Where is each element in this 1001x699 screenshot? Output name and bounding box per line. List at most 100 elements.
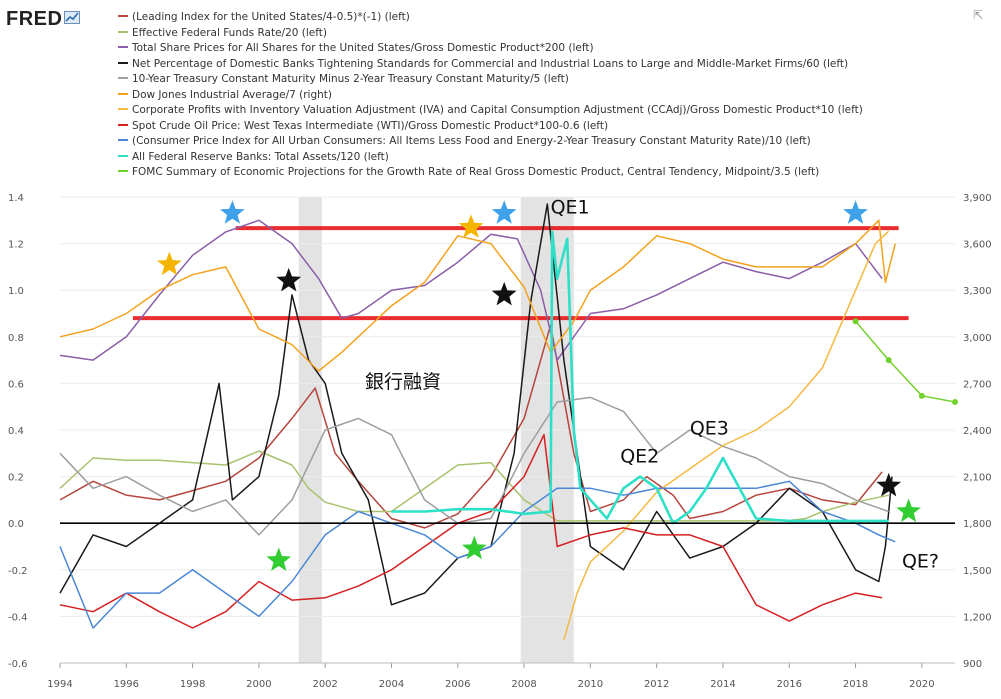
x-tick-label: 2002 xyxy=(312,679,337,690)
series-line xyxy=(59,324,883,529)
series-line xyxy=(59,219,883,361)
left-tick-label: 0.6 xyxy=(8,379,24,390)
left-tick-label: 1.2 xyxy=(8,240,24,251)
x-tick-label: 1994 xyxy=(47,679,72,690)
x-tick-label: 2006 xyxy=(445,679,470,690)
star-marker xyxy=(491,200,517,224)
left-tick-label: -0.6 xyxy=(8,659,28,670)
legend-label: Net Percentage of Domestic Banks Tighten… xyxy=(132,57,849,70)
x-tick-label: 1998 xyxy=(180,679,205,690)
legend-label: All Federal Reserve Banks: Total Assets/… xyxy=(132,150,389,163)
star-marker xyxy=(276,267,302,292)
x-tick-label: 2014 xyxy=(710,679,735,690)
x-tick-label: 2010 xyxy=(578,679,603,690)
right-tick-label: 3,600 xyxy=(963,240,992,251)
right-tick-label: 3,000 xyxy=(963,333,992,344)
series-line xyxy=(59,396,889,536)
fred-logo: FRED xyxy=(6,8,81,31)
star-marker xyxy=(157,251,182,276)
right-tick-label: 2,100 xyxy=(963,473,992,484)
right-tick-label: 3,900 xyxy=(963,193,992,204)
right-tick-label: 2,700 xyxy=(963,379,992,390)
star-marker xyxy=(896,498,921,523)
legend-swatch xyxy=(118,108,128,110)
legend-swatch xyxy=(118,170,128,172)
expand-icon[interactable]: ⇱ xyxy=(972,8,983,22)
series-line xyxy=(59,219,897,372)
chart-legend: (Leading Index for the United States/4-0… xyxy=(118,10,863,181)
legend-swatch xyxy=(118,77,128,79)
legend-entry[interactable]: (Consumer Price Index for All Urban Cons… xyxy=(118,134,863,150)
left-tick-label: -0.4 xyxy=(8,612,28,623)
right-tick-label: 3,300 xyxy=(963,286,992,297)
left-tick-label: 0.8 xyxy=(8,333,24,344)
legend-label: 10-Year Treasury Constant Maturity Minus… xyxy=(132,73,569,85)
x-tick-label: 2020 xyxy=(909,679,934,690)
star-marker xyxy=(843,200,868,224)
x-tick-label: 2008 xyxy=(511,679,536,690)
right-tick-label: 1,800 xyxy=(963,519,992,530)
legend-swatch xyxy=(118,139,128,141)
left-tick-label: 0.4 xyxy=(8,426,24,437)
series-point xyxy=(852,318,859,325)
legend-label: FOMC Summary of Economic Projections for… xyxy=(132,166,820,178)
legend-entry[interactable]: Dow Jones Industrial Average/7 (right) xyxy=(118,88,863,104)
right-tick-label: 900 xyxy=(963,659,982,670)
legend-swatch xyxy=(118,92,128,95)
legend-swatch xyxy=(118,61,128,64)
left-tick-label: 1.4 xyxy=(8,193,24,204)
series-line xyxy=(59,480,896,629)
right-tick-label: 2,400 xyxy=(963,426,992,437)
legend-swatch xyxy=(118,46,128,48)
legend-label: (Consumer Price Index for All Urban Cons… xyxy=(132,135,811,147)
legend-entry[interactable]: All Federal Reserve Banks: Total Assets/… xyxy=(118,150,863,166)
annotation-label: QE3 xyxy=(690,418,729,440)
star-marker xyxy=(876,472,902,497)
legend-label: Corporate Profits with Inventory Valuati… xyxy=(132,104,863,116)
legend-label: (Leading Index for the United States/4-0… xyxy=(132,11,410,23)
legend-swatch xyxy=(118,15,128,17)
legend-entry[interactable]: Net Percentage of Domestic Banks Tighten… xyxy=(118,57,863,73)
series-point xyxy=(952,399,958,406)
legend-entry[interactable]: 10-Year Treasury Constant Maturity Minus… xyxy=(118,72,863,88)
star-marker xyxy=(220,200,245,224)
left-tick-label: -0.2 xyxy=(8,566,28,577)
legend-label: Dow Jones Industrial Average/7 (right) xyxy=(132,88,332,101)
left-tick-label: 1.0 xyxy=(8,286,24,297)
legend-label: Spot Crude Oil Price: West Texas Interme… xyxy=(132,119,609,132)
legend-entry[interactable]: Total Share Prices for All Shares for th… xyxy=(118,41,863,57)
left-tick-label: 0.2 xyxy=(8,473,24,484)
star-marker xyxy=(458,214,484,238)
star-marker xyxy=(491,281,517,306)
legend-entry[interactable]: Corporate Profits with Inventory Valuati… xyxy=(118,103,863,119)
x-tick-label: 1996 xyxy=(114,679,139,690)
legend-swatch xyxy=(118,30,128,33)
star-marker xyxy=(266,547,292,571)
x-tick-label: 2000 xyxy=(246,679,271,690)
left-tick-label: 0.0 xyxy=(8,519,24,530)
series-line xyxy=(855,320,956,403)
legend-label: Effective Federal Funds Rate/20 (left) xyxy=(132,26,327,39)
annotation-label: QE? xyxy=(902,550,939,572)
x-tick-label: 2016 xyxy=(777,679,802,690)
series-line xyxy=(59,433,883,629)
legend-entry[interactable]: Effective Federal Funds Rate/20 (left) xyxy=(118,26,863,42)
legend-entry[interactable]: Spot Crude Oil Price: West Texas Interme… xyxy=(118,119,863,135)
x-tick-label: 2012 xyxy=(644,679,669,690)
legend-label: Total Share Prices for All Shares for th… xyxy=(132,42,594,54)
legend-swatch xyxy=(118,123,128,126)
annotation-label: QE2 xyxy=(620,446,659,468)
right-tick-label: 1,500 xyxy=(963,566,992,577)
annotation-label: QE1 xyxy=(551,196,590,218)
legend-swatch xyxy=(118,154,128,157)
line-chart-icon xyxy=(64,11,81,24)
annotation-label: 銀行融資 xyxy=(365,371,441,393)
series-point xyxy=(885,357,892,364)
x-tick-label: 2004 xyxy=(379,679,404,690)
series-point xyxy=(918,392,925,399)
star-marker xyxy=(462,535,487,560)
legend-entry[interactable]: (Leading Index for the United States/4-0… xyxy=(118,10,863,26)
series-line xyxy=(391,230,889,525)
legend-entry[interactable]: FOMC Summary of Economic Projections for… xyxy=(118,165,863,181)
